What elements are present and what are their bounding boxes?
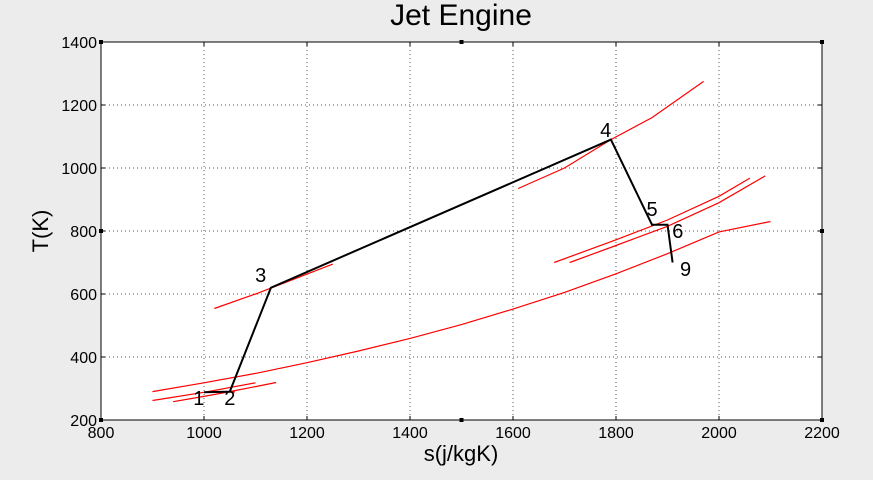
isobar-line bbox=[553, 177, 751, 264]
state-point-label: 9 bbox=[680, 259, 691, 281]
axis-handle-marker bbox=[459, 418, 464, 422]
x-axis-label: s(j/kgK) bbox=[424, 441, 499, 466]
x-tick-label: 1800 bbox=[598, 425, 634, 442]
grid bbox=[101, 42, 822, 420]
y-tick-label: 1400 bbox=[61, 35, 97, 52]
isobar-line bbox=[214, 263, 334, 310]
state-point-label: 2 bbox=[224, 388, 235, 410]
x-tick-label: 1600 bbox=[495, 425, 531, 442]
state-point-label: 1 bbox=[193, 388, 204, 410]
isobar-line bbox=[152, 220, 771, 393]
y-tick-label: 200 bbox=[70, 413, 97, 430]
y-tick-label: 1200 bbox=[61, 98, 97, 115]
axis-handle-marker bbox=[820, 229, 824, 233]
state-point-label: 3 bbox=[255, 265, 266, 287]
y-tick-label: 600 bbox=[70, 287, 97, 304]
axis-handle-marker bbox=[99, 418, 103, 422]
y-tick-label: 400 bbox=[70, 350, 97, 367]
axis-handle-marker bbox=[820, 40, 824, 44]
axis-ticks: 800 1000 1200 1400 1600 1800 2000 2200200400600… bbox=[61, 35, 839, 442]
x-tick-label: 2200 bbox=[804, 425, 840, 442]
x-tick-label: 2000 bbox=[701, 425, 737, 442]
state-point-label: 4 bbox=[600, 120, 611, 142]
cycle-line-group bbox=[203, 138, 674, 394]
y-tick-label: 1000 bbox=[61, 161, 97, 178]
x-tick-label: 1200 bbox=[289, 425, 325, 442]
state-point-label: 6 bbox=[672, 221, 683, 243]
y-axis-label: T(K) bbox=[28, 210, 53, 253]
y-tick-label: 800 bbox=[70, 224, 97, 241]
x-tick-label: 800 bbox=[88, 425, 115, 442]
x-tick-label: 1400 bbox=[392, 425, 428, 442]
axis-handle-marker bbox=[99, 40, 103, 44]
state-point-label: 5 bbox=[646, 199, 657, 221]
chart-title: Jet Engine bbox=[390, 0, 532, 32]
axis-handle-marker bbox=[459, 40, 464, 44]
cycle-line bbox=[203, 138, 674, 394]
axis-handle-marker bbox=[820, 418, 824, 422]
x-tick-label: 1000 bbox=[186, 425, 222, 442]
axis-handle-marker bbox=[99, 229, 103, 233]
